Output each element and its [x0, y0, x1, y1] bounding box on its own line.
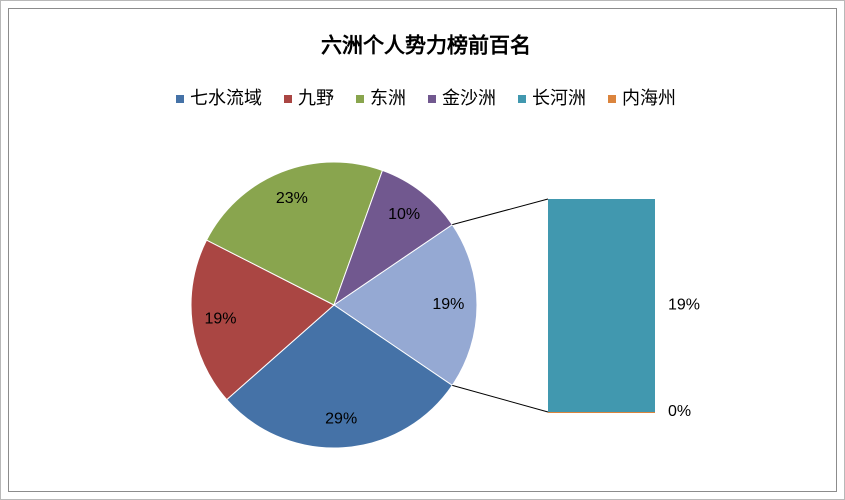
data-label: 10%	[388, 206, 420, 223]
pie-slice	[333, 169, 453, 307]
bar-segment	[548, 199, 655, 412]
data-label: 19%	[432, 296, 464, 313]
legend-label: 七水流域	[190, 88, 262, 108]
pie-slice	[205, 161, 384, 306]
connector-line	[452, 198, 549, 226]
legend-label: 东洲	[370, 88, 406, 108]
data-label: 23%	[276, 190, 308, 207]
legend-marker	[428, 95, 436, 103]
chart-title: 六洲个人势力榜前百名	[321, 34, 531, 58]
legend-label: 内海州	[622, 88, 676, 108]
data-label: 29%	[325, 410, 357, 427]
pie-slice	[226, 304, 453, 449]
data-label: 0%	[668, 403, 691, 420]
pie-slice	[190, 239, 335, 401]
connector-line	[452, 384, 549, 413]
legend-label: 长河洲	[532, 88, 586, 108]
legend-marker	[176, 95, 184, 103]
data-label: 19%	[668, 297, 700, 314]
legend-label: 金沙洲	[442, 88, 496, 108]
legend-marker	[356, 95, 364, 103]
data-label: 19%	[204, 311, 236, 328]
legend-marker	[284, 95, 292, 103]
pie-slice-other	[333, 223, 478, 387]
legend-marker	[518, 95, 526, 103]
legend-marker	[608, 95, 616, 103]
legend-label: 九野	[298, 88, 334, 108]
